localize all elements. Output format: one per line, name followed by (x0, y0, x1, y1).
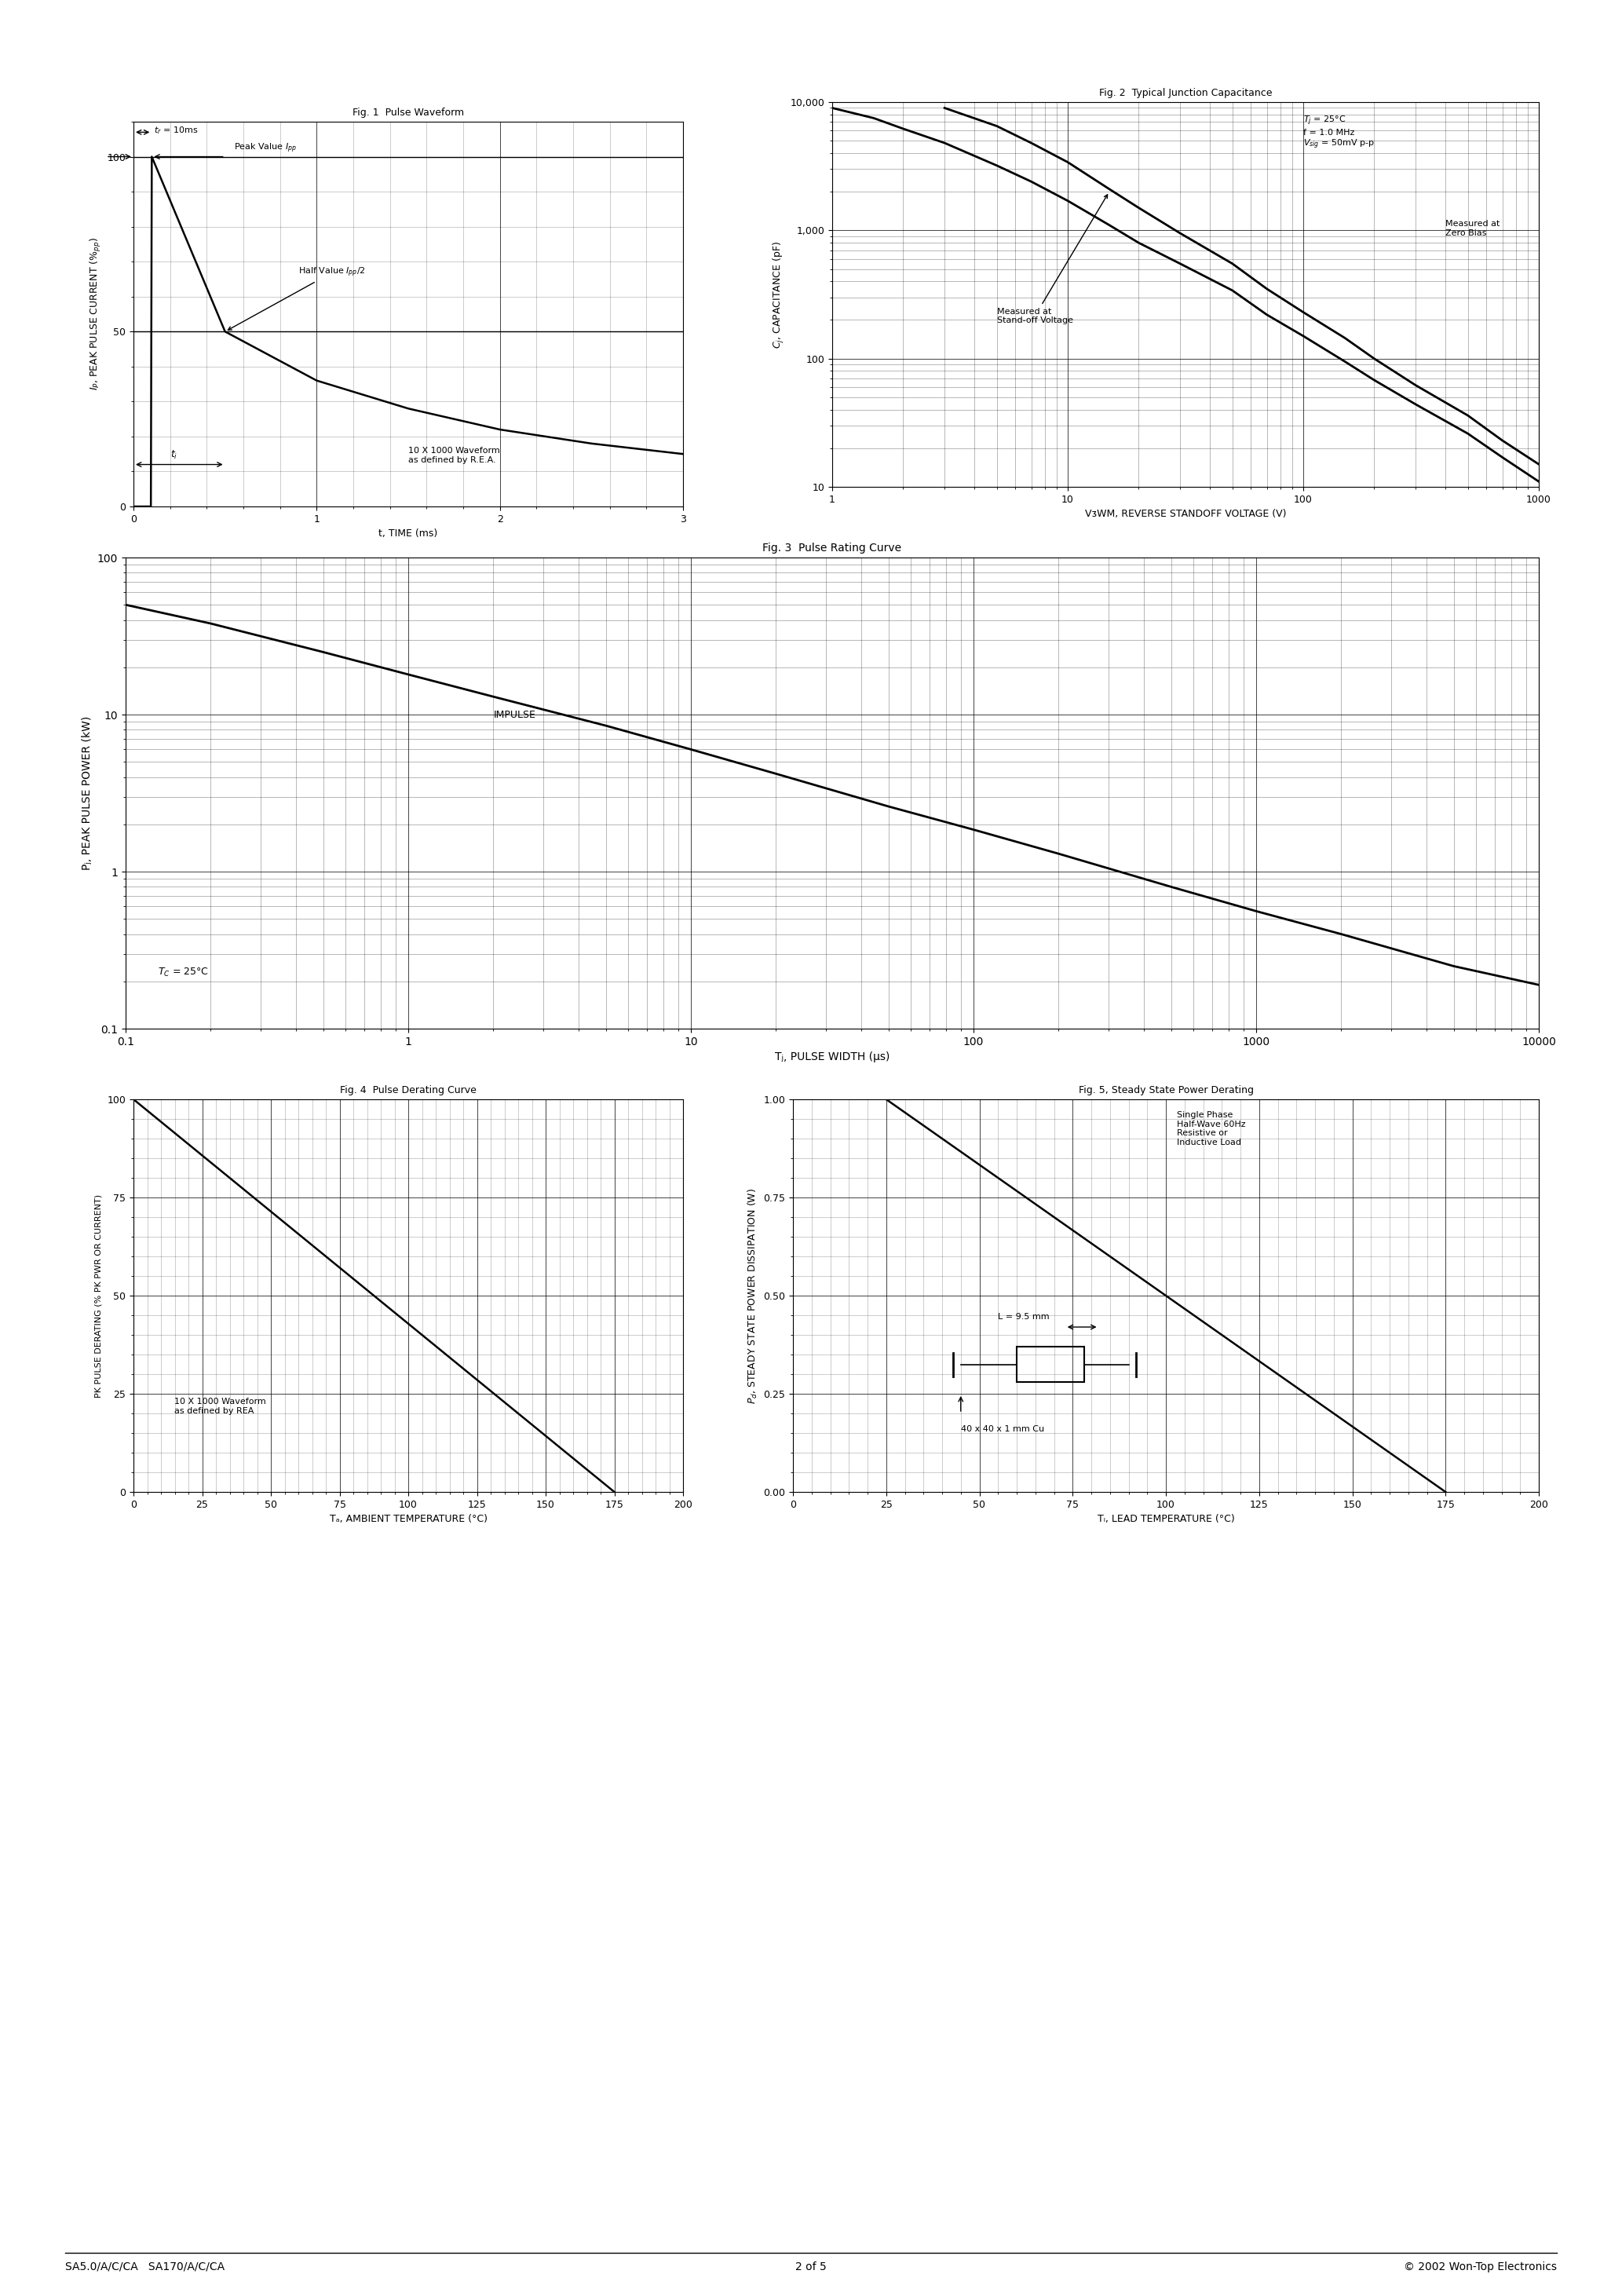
Text: SA5.0/A/C/CA   SA170/A/C/CA: SA5.0/A/C/CA SA170/A/C/CA (65, 2262, 224, 2273)
Text: 2 of 5: 2 of 5 (795, 2262, 827, 2273)
Y-axis label: $P_d$, STEADY STATE POWER DISSIPATION (W): $P_d$, STEADY STATE POWER DISSIPATION (W… (746, 1187, 759, 1403)
Text: 40 x 40 x 1 mm Cu: 40 x 40 x 1 mm Cu (960, 1426, 1045, 1433)
Title: Fig. 4  Pulse Derating Curve: Fig. 4 Pulse Derating Curve (341, 1086, 477, 1095)
Text: 10 X 1000 Waveform
as defined by REA: 10 X 1000 Waveform as defined by REA (175, 1398, 266, 1414)
Text: 10 X 1000 Waveform
as defined by R.E.A.: 10 X 1000 Waveform as defined by R.E.A. (409, 448, 500, 464)
Text: $t_i$: $t_i$ (170, 448, 177, 461)
Title: Fig. 3  Pulse Rating Curve: Fig. 3 Pulse Rating Curve (762, 542, 902, 553)
Text: Measured at
Zero Bias: Measured at Zero Bias (1445, 220, 1499, 236)
Y-axis label: Pⱼ, PEAK PULSE POWER (kW): Pⱼ, PEAK PULSE POWER (kW) (83, 716, 92, 870)
X-axis label: t, TIME (ms): t, TIME (ms) (378, 528, 438, 540)
Text: Half Value $I_{pp}$/2: Half Value $I_{pp}$/2 (229, 266, 365, 331)
X-axis label: Tₗ, LEAD TEMPERATURE (°C): Tₗ, LEAD TEMPERATURE (°C) (1096, 1513, 1234, 1525)
Text: © 2002 Won-Top Electronics: © 2002 Won-Top Electronics (1405, 2262, 1557, 2273)
Text: Single Phase
Half-Wave 60Hz
Resistive or
Inductive Load: Single Phase Half-Wave 60Hz Resistive or… (1178, 1111, 1246, 1146)
X-axis label: VᴣWM, REVERSE STANDOFF VOLTAGE (V): VᴣWM, REVERSE STANDOFF VOLTAGE (V) (1085, 510, 1286, 519)
Title: Fig. 2  Typical Junction Capacitance: Fig. 2 Typical Junction Capacitance (1100, 87, 1272, 99)
Title: Fig. 5, Steady State Power Derating: Fig. 5, Steady State Power Derating (1079, 1086, 1254, 1095)
Text: L = 9.5 mm: L = 9.5 mm (998, 1313, 1049, 1320)
Bar (1017, 1348, 1083, 1382)
X-axis label: Tₐ, AMBIENT TEMPERATURE (°C): Tₐ, AMBIENT TEMPERATURE (°C) (329, 1513, 487, 1525)
Text: $T_j$ = 25°C
f = 1.0 MHz
$V_{sig}$ = 50mV p-p: $T_j$ = 25°C f = 1.0 MHz $V_{sig}$ = 50m… (1302, 115, 1375, 152)
Y-axis label: $I_P$, PEAK PULSE CURRENT (%$_{pp}$): $I_P$, PEAK PULSE CURRENT (%$_{pp}$) (89, 236, 102, 390)
Text: Peak Value $I_{pp}$: Peak Value $I_{pp}$ (234, 142, 297, 154)
Text: IMPULSE: IMPULSE (493, 709, 535, 721)
Text: $t_r$ = 10ms: $t_r$ = 10ms (154, 124, 198, 135)
Text: Measured at
Stand-off Voltage: Measured at Stand-off Voltage (998, 195, 1108, 324)
Text: $T_C$ = 25°C: $T_C$ = 25°C (157, 967, 209, 978)
X-axis label: Tⱼ, PULSE WIDTH (µs): Tⱼ, PULSE WIDTH (µs) (775, 1052, 889, 1063)
Y-axis label: PK PULSE DERATING (% PK PWR OR CURRENT): PK PULSE DERATING (% PK PWR OR CURRENT) (94, 1194, 102, 1398)
Title: Fig. 1  Pulse Waveform: Fig. 1 Pulse Waveform (352, 108, 464, 117)
Y-axis label: $C_j$, CAPACITANCE (pF): $C_j$, CAPACITANCE (pF) (772, 241, 785, 349)
